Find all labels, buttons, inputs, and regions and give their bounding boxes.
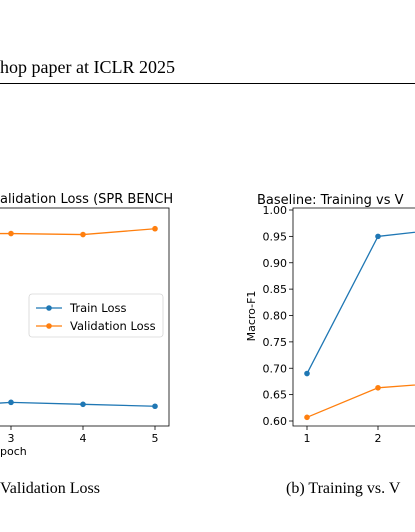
data-point (8, 399, 14, 406)
caption-a: Validation Loss (0, 480, 100, 497)
legend-box (28, 293, 164, 338)
data-point (304, 414, 310, 421)
x-tick-label: 4 (80, 432, 87, 445)
chart-a-title: alidation Loss (SPR BENCH (0, 192, 173, 207)
y-tick-label: 0.75 (263, 336, 288, 349)
chart-b-title: Baseline: Training vs V (257, 193, 404, 208)
chart-a-xlabel: poch (0, 445, 27, 458)
y-tick-label: 0.80 (263, 310, 288, 323)
x-tick-label: 5 (152, 432, 159, 445)
chart-a-xticks: 3 4 5 (8, 426, 159, 445)
chart-b: Baseline: Training vs V Macro-F1 0.600.6… (245, 193, 415, 445)
series-line (0, 401, 156, 407)
chart-a: alidation Loss (SPR BENCH poch 3 4 5 Train… (0, 192, 173, 458)
series-line (0, 228, 156, 236)
data-point (8, 230, 14, 237)
chart-b-series (304, 231, 415, 421)
y-tick-label: 0.90 (263, 257, 288, 270)
data-point (152, 225, 158, 232)
legend-label-val: Validation Loss (70, 319, 156, 333)
series-line (306, 231, 415, 374)
y-tick-label: 0.95 (263, 230, 288, 243)
data-point (375, 233, 381, 240)
legend-marker-train (46, 305, 52, 311)
chart-b-axes (292, 207, 415, 427)
header-rule (0, 83, 415, 84)
running-header: hop paper at ICLR 2025 (0, 57, 175, 77)
legend-label-train: Train Loss (69, 301, 126, 315)
chart-a-axes (0, 207, 170, 427)
data-point (375, 384, 381, 391)
data-point (152, 403, 158, 410)
y-tick-label: 0.65 (263, 389, 288, 402)
chart-a-series (0, 225, 158, 410)
x-tick-label: 3 (8, 432, 15, 445)
y-tick-label: 0.85 (263, 283, 288, 296)
chart-b-ylabel: Macro-F1 (245, 291, 258, 342)
y-tick-label: 0.70 (263, 362, 288, 375)
chart-b-yticks: 0.60 0.65 0.70 0.75 0.80 0.85 0.90 0.95 1.00 (263, 204, 293, 428)
series-line (306, 384, 415, 418)
x-tick-label: 2 (375, 432, 382, 445)
data-point (304, 370, 310, 377)
data-point (80, 231, 86, 238)
caption-b: (b) Training vs. V (286, 480, 401, 497)
legend-marker-val (46, 323, 52, 329)
data-point (80, 401, 86, 408)
y-tick-label: 0.60 (263, 415, 288, 428)
chart-b-xticks: 123 (304, 426, 382, 445)
x-tick-label: 1 (304, 432, 311, 445)
y-tick-label: 1.00 (263, 204, 288, 217)
chart-a-legend: Train Loss Validation Loss (28, 293, 164, 338)
